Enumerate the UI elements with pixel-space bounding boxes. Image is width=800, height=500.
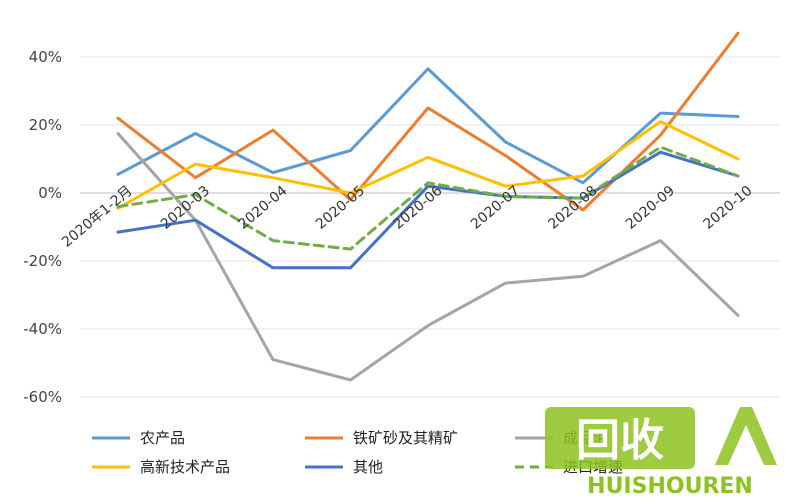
- y-tick-label: -60%: [23, 388, 62, 406]
- watermark-en-text: HUISHOUREN: [587, 474, 753, 499]
- series-line-5: [116, 145, 740, 251]
- series-line-4: [116, 150, 740, 270]
- series-lines: [116, 31, 740, 382]
- y-tick-label: -20%: [23, 252, 62, 270]
- x-tick-label: 2020-04: [235, 183, 290, 233]
- x-tick-label: 2020-09: [623, 183, 678, 233]
- watermark-logo: 回收 HUISHOUREN: [545, 407, 777, 499]
- y-axis-ticks: 40% 20% 0% -20% -40% -60%: [23, 48, 62, 406]
- series-line-2: [116, 132, 740, 382]
- y-tick-label: 20%: [29, 116, 62, 134]
- watermark-cn-text: 回收: [576, 415, 664, 466]
- series-line-3: [116, 120, 740, 210]
- y-tick-label: 0%: [38, 184, 62, 202]
- watermark-box: [545, 407, 695, 469]
- series-line-0: [116, 67, 740, 185]
- x-tick-label: 2020-10: [700, 183, 755, 233]
- watermark-person-icon: [715, 407, 777, 465]
- legend-label-0: 农产品: [140, 429, 185, 447]
- series-line-1: [116, 31, 740, 212]
- legend-label-3: 高新技术产品: [140, 458, 230, 476]
- y-tick-label: 40%: [29, 48, 62, 66]
- legend-label-1: 铁矿砂及其精矿: [353, 429, 458, 447]
- legend-label-4: 其他: [353, 458, 383, 476]
- y-tick-label: -40%: [23, 320, 62, 338]
- gridlines: [80, 56, 780, 398]
